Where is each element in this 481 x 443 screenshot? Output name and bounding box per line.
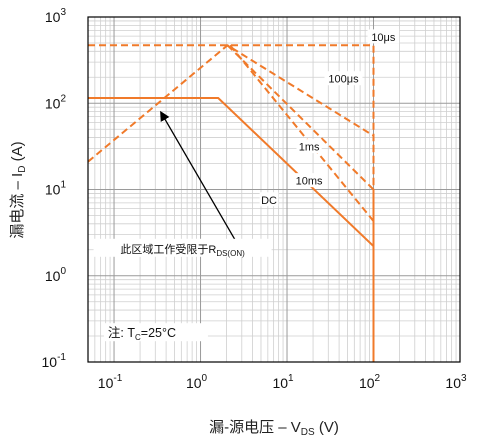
annotation-bg <box>103 323 208 342</box>
tick-base: 10 <box>359 375 375 391</box>
series-label-10ms: 10ms <box>293 173 325 188</box>
tick-base: 10 <box>445 375 461 391</box>
tick-base: 10 <box>98 375 114 391</box>
tick-exponent: 0 <box>202 373 208 384</box>
y-tick-label: 101 <box>45 180 67 198</box>
tick-base: 10 <box>45 182 61 198</box>
tick-base: 10 <box>186 375 202 391</box>
annotation-text-sub: DS(ON) <box>216 249 245 258</box>
series-label-10us: 10μs <box>367 29 400 44</box>
x-tick-label: 101 <box>272 373 294 391</box>
series-label-bg <box>259 192 279 207</box>
annotation-text-main: 此区域工作受限于R <box>120 243 216 256</box>
annotation-text-sub: C <box>135 333 141 342</box>
annotation-text: 此区域工作受限于RDS(ON) <box>120 243 245 258</box>
series-label-text: 10ms <box>296 176 323 188</box>
plot-frame <box>87 16 461 363</box>
y-tick-label: 100 <box>45 266 67 284</box>
tick-base: 10 <box>272 375 288 391</box>
series-label-bg <box>293 173 325 188</box>
y-axis-title-unit: (A) <box>9 141 26 165</box>
annotation-layer: 此区域工作受限于RDS(ON) 注: TC=25°C <box>93 110 272 342</box>
tick-exponent: 0 <box>60 266 66 277</box>
tick-exponent: -1 <box>113 373 122 384</box>
y-tick-label: 103 <box>45 7 67 25</box>
tick-exponent: 2 <box>375 373 381 384</box>
x-axis-title-main: 漏-源电压 – V <box>209 419 301 436</box>
tick-exponent: 3 <box>461 373 467 384</box>
series-label-layer: 10μs 100μs 1ms 10ms DC <box>259 29 400 207</box>
x-axis-title: 漏-源电压 – VDS (V) <box>209 419 339 438</box>
y-tick-label: 102 <box>45 93 67 111</box>
rds-on-annotation: 此区域工作受限于RDS(ON) <box>93 110 272 258</box>
series-label-bg <box>367 29 400 44</box>
y-axis-title-sub: D <box>17 166 28 173</box>
tick-exponent: -1 <box>57 352 66 363</box>
y-tick-label: 10-1 <box>42 352 67 370</box>
series-label-100us: 100μs <box>324 71 363 86</box>
tick-base: 10 <box>45 95 61 111</box>
x-axis-title-unit: (V) <box>315 419 339 436</box>
x-tick-label: 100 <box>186 373 208 391</box>
series-label-text: 1ms <box>299 142 320 154</box>
y-axis-title: 漏电流 – ID (A) <box>9 141 28 238</box>
tick-exponent: 1 <box>60 180 66 191</box>
series-label-text: DC <box>261 195 277 207</box>
series-label-bg <box>324 71 363 86</box>
annotation-arrow <box>160 110 237 243</box>
series-label-text: 10μs <box>371 32 396 44</box>
annotation-text-main: 注: T <box>108 325 135 340</box>
series-label-1ms: 1ms <box>296 139 322 154</box>
series-layer <box>87 44 375 362</box>
y-axis-title-main: 漏电流 – I <box>9 173 26 239</box>
tick-base: 10 <box>45 9 61 25</box>
annotation-text: 注: TC=25°C <box>108 325 176 342</box>
x-axis-title-sub: DS <box>301 427 315 438</box>
tick-exponent: 1 <box>288 373 294 384</box>
series-label-dc: DC <box>259 192 279 207</box>
series-line-dc <box>88 97 375 362</box>
annotation-text-after: =25°C <box>141 326 176 340</box>
x-tick-label: 102 <box>359 373 381 391</box>
tick-exponent: 2 <box>60 93 66 104</box>
series-label-bg <box>296 139 322 154</box>
annotation-bg <box>93 238 272 257</box>
temperature-note: 注: TC=25°C <box>103 323 208 342</box>
x-tick-label: 10-1 <box>98 373 123 391</box>
tick-exponent: 3 <box>60 7 66 18</box>
tick-base: 10 <box>45 268 61 284</box>
x-tick-label: 103 <box>445 373 467 391</box>
series-label-text: 100μs <box>328 74 359 86</box>
tick-base: 10 <box>42 354 58 370</box>
